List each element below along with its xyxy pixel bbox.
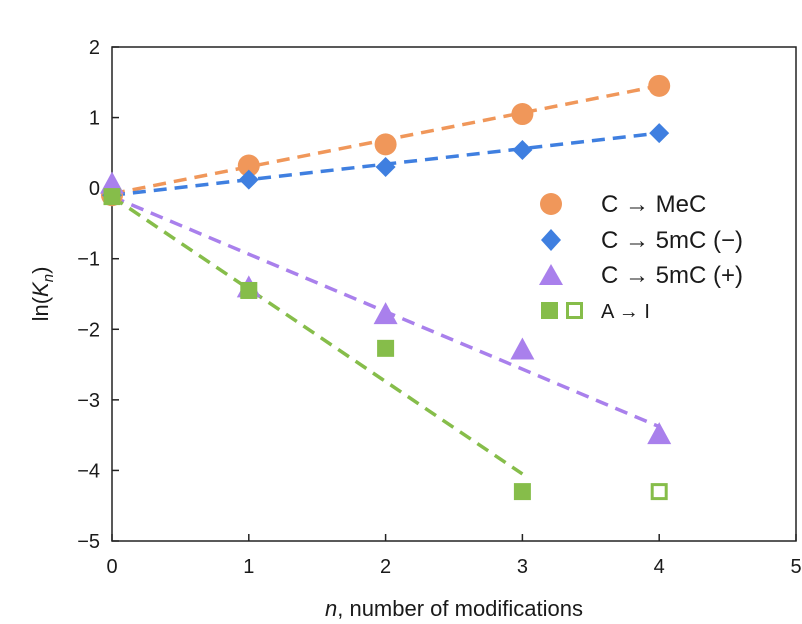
data-point-series-3 — [240, 281, 258, 299]
legend-label-mec: C → MeC — [601, 191, 706, 218]
legend-marker-circle — [540, 193, 562, 215]
y-tick-label: 0 — [89, 178, 100, 200]
y-tick-label: −3 — [77, 390, 100, 412]
y-tick-label: −4 — [77, 460, 100, 482]
y-tick-label: −2 — [77, 319, 100, 341]
data-point-series-3 — [103, 188, 121, 206]
legend-label-a-to-i: A → I — [601, 301, 650, 323]
x-tick-label: 4 — [654, 556, 665, 578]
legend-item-a-to-i: A → I — [541, 301, 650, 323]
data-point-series-2 — [510, 337, 535, 360]
data-point-series-3 — [650, 483, 668, 501]
x-tick-label: 5 — [790, 556, 801, 578]
data-point-series-3 — [513, 483, 531, 501]
legend-marker-square-hollow — [566, 302, 583, 319]
legend-marker-diamond — [541, 229, 561, 251]
legend-item-5mc-minus: C → 5mC (−) — [541, 227, 743, 254]
legend: C → MeC C → 5mC (−) C → 5mC (+) A → I — [539, 191, 743, 323]
fit-line-series-3 — [111, 195, 524, 476]
data-point-series-1 — [375, 156, 396, 177]
data-markers — [100, 74, 672, 501]
legend-label-5mc-minus: C → 5mC (−) — [601, 227, 743, 254]
data-point-series-3 — [377, 339, 395, 357]
x-tick-label: 3 — [517, 556, 528, 578]
x-axis: 0 1 2 3 4 5 — [106, 534, 802, 578]
data-point-series-1 — [649, 123, 670, 144]
y-tick-label: 2 — [89, 37, 100, 59]
y-tick-label: −5 — [77, 531, 100, 553]
x-tick-label: 2 — [380, 556, 391, 578]
data-point-series-2 — [647, 422, 672, 445]
x-axis-label: n, number of modifications — [325, 596, 583, 621]
x-tick-label: 0 — [106, 556, 117, 578]
data-point-series-0 — [648, 74, 671, 97]
legend-marker-square-filled — [541, 302, 558, 319]
legend-label-5mc-plus: C → 5mC (+) — [601, 262, 743, 289]
plot-frame — [111, 46, 797, 542]
data-point-series-0 — [511, 103, 534, 126]
legend-item-mec: C → MeC — [540, 191, 706, 218]
data-point-series-1 — [238, 169, 259, 190]
data-point-series-1 — [512, 140, 533, 161]
data-point-series-0 — [374, 133, 397, 156]
y-axis-label: ln(Kn) — [28, 267, 57, 322]
data-point-series-2 — [373, 302, 398, 325]
y-tick-label: −1 — [77, 249, 100, 271]
legend-item-5mc-plus: C → 5mC (+) — [539, 262, 743, 289]
x-tick-label: 1 — [243, 556, 254, 578]
y-axis: 2 1 0 −1 −2 −3 −4 −5 — [77, 37, 119, 553]
data-point-series-0 — [237, 154, 260, 177]
y-tick-label: 1 — [89, 108, 100, 130]
legend-marker-triangle — [539, 264, 563, 285]
